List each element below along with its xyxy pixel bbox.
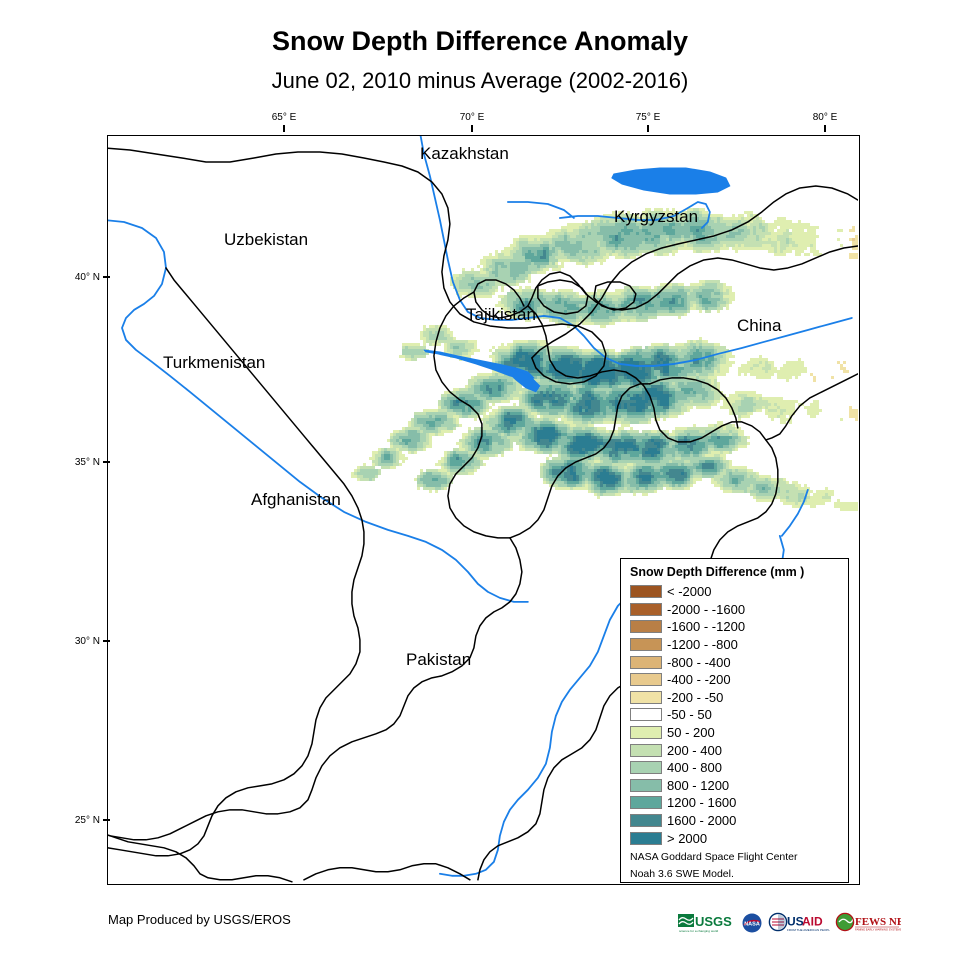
legend-entry-11[interactable]: 800 - 1200 — [627, 777, 848, 795]
legend-label-9: 200 - 400 — [667, 742, 722, 758]
legend-label-2: -1600 - -1200 — [667, 619, 746, 635]
legend-swatch-3 — [630, 638, 662, 652]
legend-label-6: -200 - -50 — [667, 689, 724, 705]
svg-text:USGS: USGS — [695, 914, 732, 929]
svg-text:FROM THE AMERICAN PEOPLE: FROM THE AMERICAN PEOPLE — [787, 928, 830, 932]
lat-tick-2: 30° N — [58, 635, 110, 647]
legend-swatch-13 — [630, 814, 662, 828]
lon-tick-2: 75° E — [618, 112, 678, 132]
lat-tick-3: 25° N — [58, 814, 110, 826]
map-vector-layer — [108, 136, 858, 883]
legend-swatch-2 — [630, 620, 662, 634]
legend-entry-1[interactable]: -2000 - -1600 — [627, 601, 848, 619]
legend-label-13: 1600 - 2000 — [667, 813, 737, 829]
legend-swatch-12 — [630, 796, 662, 810]
rivers-layer — [108, 136, 853, 877]
country-label-uzbekistan: Uzbekistan — [224, 230, 309, 249]
country-label-china: China — [737, 316, 782, 335]
legend-title: Snow Depth Difference (mm ) — [630, 565, 805, 579]
legend-label-10: 400 - 800 — [667, 760, 722, 776]
legend-swatch-6 — [630, 690, 662, 704]
country-label-turkmenistan: Turkmenistan — [163, 353, 266, 372]
lon-tick-1: 70° E — [442, 112, 502, 132]
legend-entry-5[interactable]: -400 - -200 — [627, 671, 848, 689]
map-producer-credit: Map Produced by USGS/EROS — [108, 912, 291, 927]
agency-logos: USGS science for a changing world NASA U… — [678, 910, 901, 936]
usaid-logo: US AID FROM THE AMERICAN PEOPLE — [768, 911, 830, 935]
legend-entry-13[interactable]: 1600 - 2000 — [627, 812, 848, 830]
legend-swatch-4 — [630, 655, 662, 669]
legend-entry-9[interactable]: 200 - 400 — [627, 741, 848, 759]
legend-entry-3[interactable]: -1200 - -800 — [627, 636, 848, 654]
legend-swatch-1 — [630, 602, 662, 616]
legend-label-8: 50 - 200 — [667, 725, 715, 741]
svg-text:US: US — [787, 915, 804, 929]
country-label-pakistan: Pakistan — [406, 650, 472, 669]
legend-label-14: > 2000 — [667, 830, 708, 846]
lat-tick-1: 35° N — [58, 456, 110, 468]
legend-entry-4[interactable]: -800 - -400 — [627, 653, 848, 671]
page-title: Snow Depth Difference Anomaly — [271, 26, 689, 56]
legend-entry-14[interactable]: > 2000 — [627, 829, 848, 847]
legend-entry-10[interactable]: 400 - 800 — [627, 759, 848, 777]
svg-text:science for a changing world: science for a changing world — [679, 929, 718, 933]
lon-tick-0: 65° E — [254, 112, 314, 132]
legend-label-0: < -2000 — [667, 584, 712, 600]
country-label-tajikistan: Tajikistan — [466, 305, 536, 324]
legend-credit-line-2: Noah 3.6 SWE Model. — [630, 867, 734, 880]
legend-entry-0[interactable]: < -2000 — [627, 583, 848, 601]
legend-label-4: -800 - -400 — [667, 654, 731, 670]
svg-text:FEWS NET: FEWS NET — [855, 916, 901, 928]
country-label-kazakhstan: Kazakhstan — [420, 144, 509, 163]
country-label-afghanistan: Afghanistan — [251, 490, 341, 509]
legend-entry-7[interactable]: -50 - 50 — [627, 706, 848, 724]
legend-label-7: -50 - 50 — [667, 707, 712, 723]
lat-tick-0: 40° N — [58, 271, 110, 283]
legend-label-5: -400 - -200 — [667, 672, 731, 688]
nasa-logo: NASA — [741, 911, 763, 935]
map-frame[interactable] — [107, 135, 860, 885]
legend-entry-12[interactable]: 1200 - 1600 — [627, 794, 848, 812]
legend-label-3: -1200 - -800 — [667, 637, 738, 653]
legend-credit-line-1: NASA Goddard Space Flight Center — [630, 850, 798, 863]
usgs-logo: USGS science for a changing world — [678, 911, 736, 935]
legend-swatch-9 — [630, 743, 662, 757]
svg-text:AID: AID — [802, 915, 823, 929]
legend-entry-8[interactable]: 50 - 200 — [627, 724, 848, 742]
legend-entry-2[interactable]: -1600 - -1200 — [627, 618, 848, 636]
fewsnet-logo: FEWS NET FAMINE EARLY WARNING SYSTEMS NE… — [835, 911, 901, 935]
legend-swatch-10 — [630, 761, 662, 775]
legend-swatch-5 — [630, 673, 662, 687]
legend-swatch-7 — [630, 708, 662, 722]
legend-swatch-14 — [630, 831, 662, 845]
svg-text:NASA: NASA — [744, 922, 760, 928]
legend-swatch-8 — [630, 726, 662, 740]
legend-entry-6[interactable]: -200 - -50 — [627, 689, 848, 707]
country-label-kyrgyzstan: Kyrgyzstan — [614, 207, 699, 226]
lon-tick-3: 80° E — [795, 112, 855, 132]
legend-swatch-0 — [630, 585, 662, 599]
map-legend[interactable]: Snow Depth Difference (mm ) < -2000 -2000… — [620, 558, 849, 883]
legend-label-12: 1200 - 1600 — [667, 795, 737, 811]
legend-swatch-11 — [630, 778, 662, 792]
legend-label-11: 800 - 1200 — [667, 777, 730, 793]
legend-label-1: -2000 - -1600 — [667, 601, 746, 617]
country-borders-layer — [108, 147, 858, 883]
legend-entries: < -2000 -2000 - -1600 -1600 - -1200 -1200 -… — [627, 583, 848, 847]
svg-text:FAMINE EARLY WARNING SYSTEMS N: FAMINE EARLY WARNING SYSTEMS NETWORK — [855, 928, 901, 932]
page-subtitle: June 02, 2010 minus Average (2002-2016) — [271, 68, 689, 93]
